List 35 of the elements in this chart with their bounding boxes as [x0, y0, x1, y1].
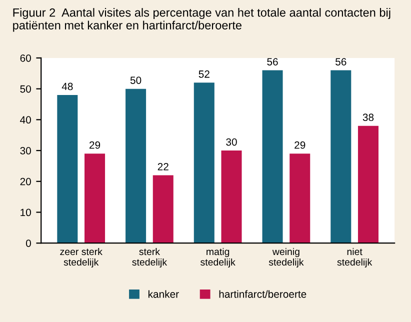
y-tick-label: 60: [20, 54, 31, 62]
chart-title: Figuur 2 Aantal visites als percentage van het totale aantal contacten bij patiënten met kanker en hartinfarct/beroerte: [13, 8, 390, 32]
x-tick-label: niet stedelijk: [337, 248, 372, 268]
data-label: 50: [130, 76, 142, 84]
bar: [358, 126, 378, 244]
bar: [194, 82, 214, 244]
x-tick-label: zeer sterk stedelijk: [60, 248, 102, 268]
bar: [57, 94, 78, 244]
data-label: 52: [198, 70, 210, 78]
x-tick-label: weinig stedelijk: [268, 248, 304, 268]
data-label: 38: [362, 114, 374, 122]
bar: [126, 88, 146, 244]
data-label: 30: [226, 138, 237, 146]
bar: [221, 150, 242, 244]
x-tick-label: matig stedelijk: [200, 248, 236, 268]
y-tick-label: 0: [26, 240, 31, 247]
data-label: 22: [158, 163, 168, 170]
data-label: 56: [267, 58, 278, 66]
legend-label: hartinfarct/beroerte: [219, 290, 306, 298]
data-label: 56: [336, 58, 346, 66]
x-tick-label: sterk stedelijk: [132, 248, 168, 268]
bar: [262, 70, 283, 244]
data-label: 29: [294, 141, 306, 149]
bar: [330, 70, 352, 244]
bar: [84, 154, 106, 244]
legend-label: kanker: [148, 290, 179, 298]
bar: [290, 154, 310, 244]
data-label: 48: [62, 82, 73, 90]
y-tick-label: 10: [20, 208, 31, 216]
data-label: 29: [90, 141, 100, 149]
bar: [152, 175, 174, 244]
y-tick-label: 40: [20, 116, 31, 124]
y-tick-label: 20: [20, 178, 31, 186]
y-tick-label: 50: [20, 85, 31, 93]
y-tick-label: 30: [20, 147, 31, 154]
